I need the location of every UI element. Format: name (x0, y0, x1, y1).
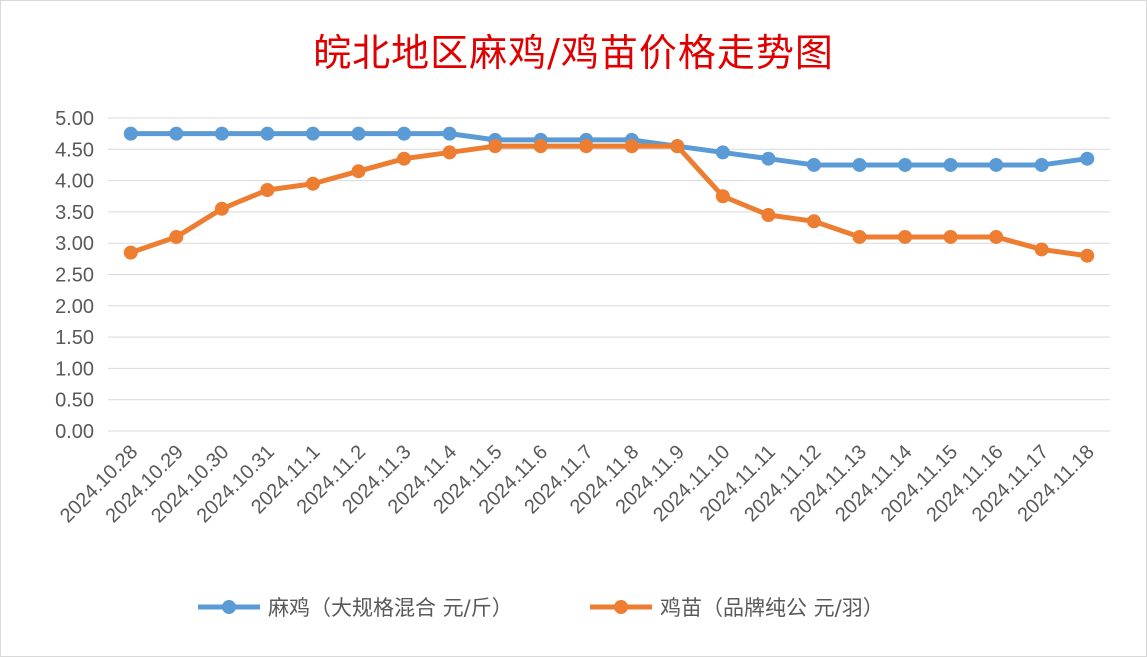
legend-swatch-marker (222, 600, 236, 614)
series-1-point (943, 157, 958, 172)
y-tick-label: 1.50 (55, 327, 94, 349)
series-1-point (898, 157, 913, 172)
series-2-point (533, 139, 548, 154)
legend-swatch-marker (614, 600, 628, 614)
series-2-point (624, 139, 639, 154)
legend-label: 鸡苗（品牌纯公 元/羽） (660, 596, 884, 620)
gridlines (108, 117, 1110, 432)
y-tick-label: 2.50 (55, 265, 94, 287)
series-lines (123, 126, 1095, 263)
series-1-point (806, 157, 821, 172)
series-1-point (123, 126, 138, 141)
y-tick-label: 0.00 (55, 421, 94, 443)
series-1-point (852, 157, 867, 172)
series-1-point (989, 157, 1004, 172)
series-1-point (351, 126, 366, 141)
series-2-point (442, 145, 457, 160)
series-2-point (397, 151, 412, 166)
series-2-point (670, 139, 685, 154)
series-1-point (305, 126, 320, 141)
y-tick-label: 2.00 (55, 296, 94, 318)
x-axis: 2024.10.282024.10.292024.10.302024.10.31… (56, 441, 1099, 527)
series-2-point (488, 139, 503, 154)
series-2-point (989, 229, 1004, 244)
series-1-point (169, 126, 184, 141)
series-2-point (260, 182, 275, 197)
chart-title: 皖北地区麻鸡/鸡苗价格走势图 (313, 31, 834, 75)
series-1-point (1080, 151, 1095, 166)
series-2-point (761, 208, 776, 223)
y-axis: 0.00 0.50 1.00 1.50 2.00 2.50 3.00 3.50 4.00 4.50… (55, 108, 94, 443)
y-tick-label: 3.50 (55, 202, 94, 224)
series-2-point (579, 139, 594, 154)
series-1-point (715, 145, 730, 160)
series-1-point (397, 126, 412, 141)
series-1-point (1034, 157, 1049, 172)
series-2-point (852, 229, 867, 244)
series-2-point (305, 176, 320, 191)
legend-label: 麻鸡（大规格混合 元/斤） (268, 596, 513, 620)
series-2-point (214, 201, 229, 216)
series-2-point (351, 164, 366, 179)
y-tick-label: 4.50 (55, 139, 94, 161)
series-2-point (1034, 242, 1049, 257)
series-1-point (214, 126, 229, 141)
y-tick-label: 3.00 (55, 233, 94, 255)
series-line-2 (128, 143, 1090, 259)
series-line-1 (128, 131, 1090, 168)
series-2-point (715, 189, 730, 204)
y-tick-label: 4.00 (55, 171, 94, 193)
series-2-point (1080, 248, 1095, 263)
series-1-point (442, 126, 457, 141)
series-2-point (123, 245, 138, 260)
series-1-point (761, 151, 776, 166)
y-tick-label: 0.50 (55, 390, 94, 412)
y-tick-label: 5.00 (55, 108, 94, 130)
series-2-point (898, 229, 913, 244)
series-1-point (260, 126, 275, 141)
series-2-point (943, 229, 958, 244)
legend: 麻鸡（大规格混合 元/斤） 鸡苗（品牌纯公 元/羽） (198, 596, 884, 620)
series-2-point (169, 229, 184, 244)
y-tick-label: 1.00 (55, 358, 94, 380)
series-2-point (806, 214, 821, 229)
